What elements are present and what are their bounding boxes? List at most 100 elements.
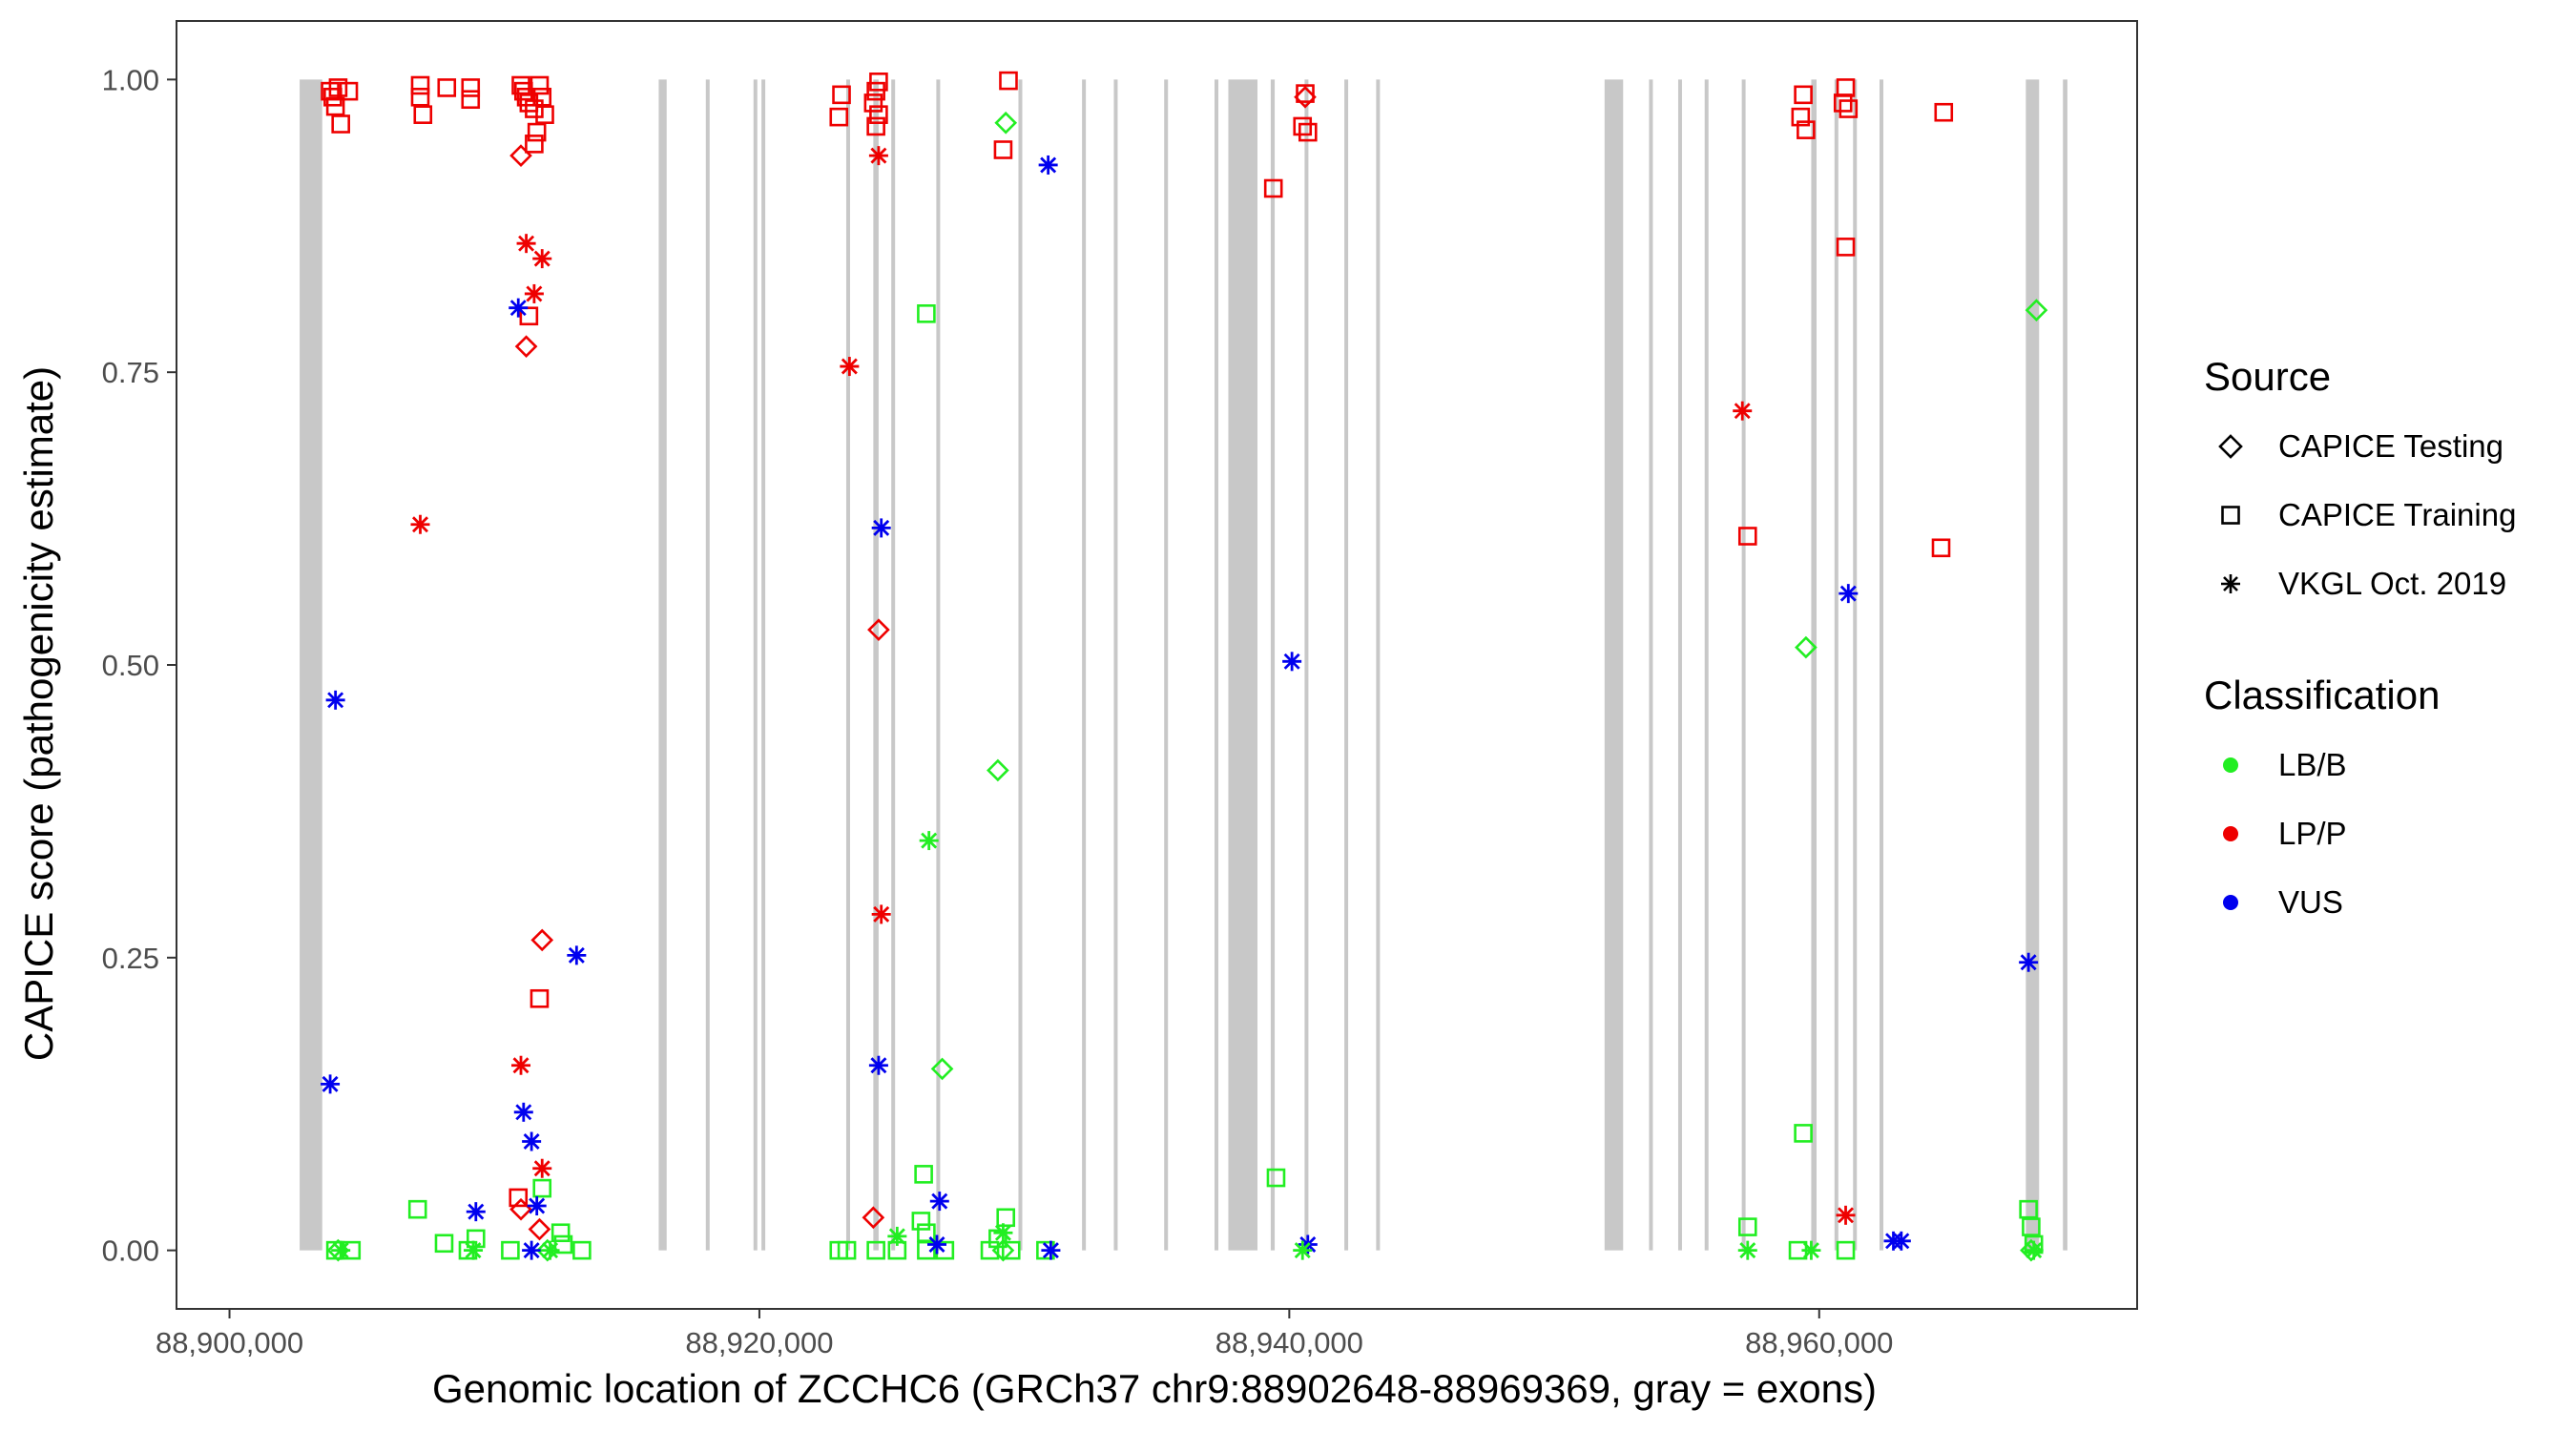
legend-label: LB/B — [2278, 747, 2347, 782]
data-point-square — [832, 85, 851, 105]
legend-source-title: Source — [2204, 354, 2332, 399]
x-tick-label: 88,900,000 — [156, 1326, 303, 1359]
data-point-asterisk — [1041, 1240, 1061, 1260]
exon-band — [1376, 79, 1381, 1251]
exon-band — [1604, 79, 1624, 1251]
data-point-diamond — [509, 144, 532, 167]
data-point-square — [869, 73, 888, 92]
data-point-asterisk — [466, 1202, 486, 1222]
data-point-square — [410, 75, 430, 95]
data-point-square — [1839, 99, 1859, 118]
data-point-square — [434, 1234, 454, 1254]
data-point-asterisk — [887, 1226, 907, 1246]
legend-dot-lbb — [2223, 757, 2238, 773]
data-point-square — [1263, 178, 1283, 198]
data-point-square — [413, 105, 433, 124]
data-point-square — [509, 1188, 529, 1208]
plot-panel-border — [176, 20, 2138, 1310]
data-point-asterisk — [919, 831, 939, 851]
data-point-asterisk — [522, 1131, 542, 1151]
exon-band — [1880, 79, 1884, 1251]
y-tick-label: 0.50 — [102, 649, 159, 682]
data-point-square — [1794, 85, 1813, 105]
exon-band — [1304, 79, 1309, 1251]
data-point-asterisk — [2024, 1240, 2044, 1260]
data-point-square — [532, 87, 552, 107]
x-tick-label: 88,920,000 — [685, 1326, 833, 1359]
legend-item-capice-training: CAPICE Training — [2204, 481, 2516, 550]
data-point-square — [535, 105, 554, 124]
data-point-square — [917, 1240, 936, 1260]
y-tick-label: 0.25 — [102, 942, 159, 975]
data-point-square — [525, 135, 544, 154]
data-point-square — [1794, 1124, 1813, 1143]
data-point-diamond — [1795, 635, 1818, 659]
data-point-diamond — [930, 1057, 954, 1081]
exon-band — [1270, 79, 1276, 1251]
asterisk-icon — [2221, 574, 2240, 593]
dot-icon — [2223, 826, 2238, 841]
data-point-diamond — [862, 1206, 885, 1230]
data-point-asterisk — [1282, 652, 1302, 672]
data-point-asterisk — [513, 1102, 533, 1122]
data-point-asterisk — [1891, 1231, 1911, 1251]
exon-band — [761, 79, 766, 1251]
data-point-square — [519, 93, 539, 113]
data-point-asterisk — [410, 514, 430, 534]
exon-bands — [300, 79, 2067, 1251]
exon-band — [845, 79, 850, 1251]
data-point-diamond — [528, 1217, 551, 1241]
data-point-square — [527, 122, 547, 142]
data-point-square — [866, 81, 885, 101]
data-point-square — [1836, 1240, 1856, 1260]
data-point-asterisk — [532, 1158, 552, 1178]
data-point-square — [328, 78, 348, 97]
data-point-asterisk — [325, 690, 345, 710]
data-point-asterisk — [840, 357, 860, 377]
exon-band — [1704, 79, 1709, 1251]
exon-band — [2025, 79, 2040, 1251]
y-tick-label: 1.00 — [102, 63, 159, 96]
exon-band — [2063, 79, 2067, 1251]
data-point-square — [437, 78, 457, 97]
data-point-square — [1797, 120, 1816, 139]
data-point-asterisk — [1733, 401, 1753, 421]
data-point-square — [551, 1223, 571, 1243]
data-point-asterisk — [868, 146, 888, 166]
exon-band — [1811, 79, 1817, 1251]
legend-item-capice-testing: CAPICE Testing — [2204, 412, 2516, 481]
exon-band — [891, 79, 896, 1251]
data-point-square — [917, 304, 936, 323]
data-point-square — [1266, 1168, 1286, 1188]
data-point-square — [511, 75, 530, 95]
data-point-square — [869, 105, 888, 124]
legend-item-vkgl: VKGL Oct. 2019 — [2204, 550, 2516, 618]
exon-band — [1214, 79, 1218, 1251]
data-point-square — [1833, 93, 1853, 113]
data-point-square — [996, 1208, 1016, 1228]
data-point-square — [866, 1240, 885, 1260]
data-point-square — [572, 1240, 592, 1260]
exon-band — [1834, 79, 1839, 1251]
exon-band — [1741, 79, 1746, 1251]
data-point-asterisk — [1836, 1205, 1856, 1225]
data-point-asterisk — [532, 249, 552, 269]
data-point-asterisk — [527, 1196, 547, 1215]
data-point-square — [866, 116, 885, 136]
data-point-asterisk — [1839, 584, 1859, 604]
x-axis-title: Genomic location of ZCCHC6 (GRCh37 chr9:… — [432, 1366, 1877, 1411]
y-tick-label: 0.00 — [102, 1234, 159, 1268]
legend: Source CAPICE Testing CAPICE Training VK… — [2204, 353, 2516, 937]
data-point-square — [999, 71, 1018, 91]
data-point-asterisk — [871, 904, 891, 924]
data-point-asterisk — [524, 283, 544, 303]
data-point-square — [914, 1165, 933, 1184]
data-point-asterisk — [464, 1240, 484, 1260]
exon-band — [1344, 79, 1349, 1251]
data-point-asterisk — [1737, 1240, 1757, 1260]
data-point-square — [1836, 78, 1856, 97]
exon-band — [753, 79, 758, 1251]
exon-band — [1164, 79, 1169, 1251]
data-point-asterisk — [1038, 155, 1058, 175]
data-point-square — [461, 90, 481, 110]
